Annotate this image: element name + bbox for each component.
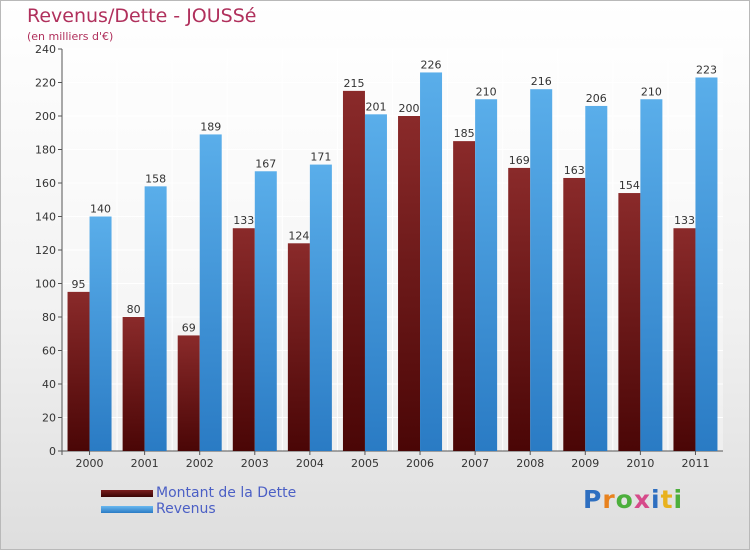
chart-subtitle: (en milliers d'€) — [27, 30, 114, 43]
x-tick-label: 2010 — [626, 457, 654, 470]
data-label-revenus: 189 — [200, 120, 221, 133]
y-tick-label: 200 — [35, 110, 56, 123]
bar-dette — [67, 291, 90, 451]
bar-dette — [342, 90, 365, 451]
y-tick-label: 20 — [42, 412, 56, 425]
y-tick-label: 0 — [49, 445, 56, 458]
data-label-revenus: 206 — [586, 92, 607, 105]
bar-revenus — [695, 77, 718, 451]
data-label-revenus: 210 — [476, 85, 497, 98]
bar-revenus — [364, 114, 387, 451]
data-label-revenus: 167 — [255, 157, 276, 170]
bar-dette — [673, 228, 696, 451]
data-label-revenus: 201 — [365, 100, 386, 113]
data-label-dette: 124 — [288, 229, 309, 242]
y-tick-label: 180 — [35, 144, 56, 157]
y-tick-label: 160 — [35, 177, 56, 190]
data-label-revenus: 210 — [641, 85, 662, 98]
bar-revenus — [199, 134, 222, 452]
bar-revenus — [585, 105, 608, 451]
y-tick-label: 60 — [42, 345, 56, 358]
axes: 0 20 40 60 80 100 120 140 160 180 200 220 240 2000 200… — [35, 43, 723, 470]
x-tick-label: 2000 — [76, 457, 104, 470]
x-tick-label: 2002 — [186, 457, 214, 470]
legend-swatch-dette — [101, 490, 153, 497]
bars — [67, 72, 718, 452]
bar-dette — [398, 116, 421, 451]
data-label-dette: 163 — [564, 164, 585, 177]
legend-label-revenus: Revenus — [156, 501, 216, 517]
data-label-dette: 154 — [619, 179, 640, 192]
data-label-revenus: 158 — [145, 172, 166, 185]
data-label-revenus: 223 — [696, 63, 717, 76]
logo-letter: x — [633, 485, 651, 514]
bar-dette — [563, 177, 586, 451]
data-label-revenus: 216 — [531, 75, 552, 88]
chart-title: Revenus/Dette - JOUSSé — [27, 5, 257, 27]
data-label-dette: 95 — [72, 278, 86, 291]
y-tick-label: 100 — [35, 278, 56, 291]
x-tick-label: 2007 — [461, 457, 489, 470]
y-tick-label: 140 — [35, 211, 56, 224]
x-tick-label: 2004 — [296, 457, 324, 470]
legend-label-dette: Montant de la Dette — [156, 485, 297, 501]
x-tick-label: 2008 — [516, 457, 544, 470]
data-label-dette: 215 — [343, 77, 364, 90]
bar-dette — [618, 193, 641, 452]
data-label-dette: 200 — [399, 102, 420, 115]
logo-letter: t — [660, 485, 674, 514]
bar-dette — [177, 335, 200, 451]
data-label-dette: 133 — [233, 214, 254, 227]
legend-swatch-revenus — [101, 506, 153, 513]
x-tick-label: 2006 — [406, 457, 434, 470]
y-tick-label: 120 — [35, 244, 56, 257]
logo-letter: o — [615, 485, 634, 514]
x-tick-label: 2003 — [241, 457, 269, 470]
bar-revenus — [144, 186, 167, 451]
data-label-revenus: 171 — [310, 151, 331, 164]
bar-dette — [453, 141, 476, 451]
y-tick-label: 240 — [35, 43, 56, 56]
logo-letter: P — [583, 485, 603, 514]
x-tick-label: 2011 — [681, 457, 709, 470]
bar-revenus — [89, 216, 112, 451]
data-label-dette: 69 — [182, 321, 196, 334]
logo-letter: r — [602, 485, 616, 514]
bar-revenus — [640, 99, 663, 451]
data-label-revenus: 226 — [421, 58, 442, 71]
bar-revenus — [254, 171, 277, 451]
x-tick-label: 2005 — [351, 457, 379, 470]
x-tick-label: 2009 — [571, 457, 599, 470]
bar-dette — [232, 228, 255, 451]
data-label-dette: 133 — [674, 214, 695, 227]
bar-revenus — [530, 89, 553, 451]
data-label-dette: 169 — [509, 154, 530, 167]
data-label-dette: 80 — [127, 303, 141, 316]
y-tick-label: 220 — [35, 77, 56, 90]
data-label-revenus: 140 — [90, 203, 111, 216]
proxiti-logo: Proxiti — [583, 485, 683, 514]
bar-dette — [287, 243, 310, 451]
x-tick-label: 2001 — [131, 457, 159, 470]
bar-revenus — [475, 99, 498, 451]
bar-revenus — [420, 72, 443, 451]
logo-letter: i — [651, 485, 661, 514]
bar-dette — [508, 167, 531, 452]
logo-letter: i — [673, 485, 684, 514]
y-tick-label: 80 — [42, 311, 56, 324]
y-tick-label: 40 — [42, 378, 56, 391]
gridlines — [62, 48, 723, 452]
data-label-dette: 185 — [454, 127, 475, 140]
bar-revenus — [309, 164, 332, 451]
bar-dette — [122, 317, 145, 451]
